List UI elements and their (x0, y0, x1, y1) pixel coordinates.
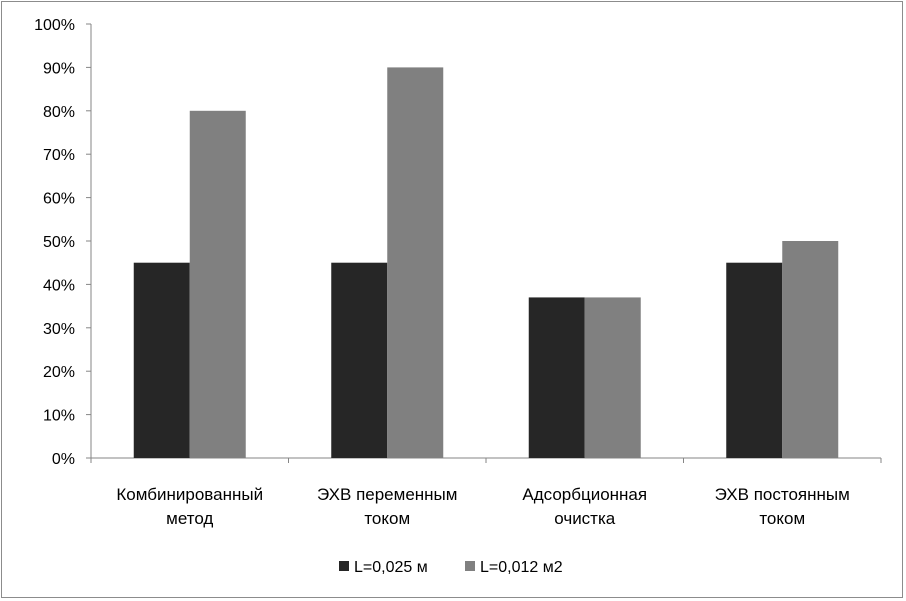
x-category-label: Комбинированный (116, 485, 263, 504)
y-axis-ticks: 0% 10% 20% 30% 40% 50% 60% 70% 80% 90% 100% (34, 17, 91, 468)
x-category-label: током (759, 509, 805, 528)
x-axis-category-labels: Комбинированный метод ЭХВ переменным током А… (90, 458, 882, 528)
legend-swatch-2 (465, 561, 475, 571)
x-category-label: ЭХВ переменным (317, 485, 457, 504)
legend-label-1: L=0,025 м (354, 559, 428, 576)
bar-2-2 (387, 67, 444, 459)
y-tick-label: 40% (43, 277, 75, 294)
bar-1-1 (133, 262, 190, 458)
legend: L=0,025 м L=0,012 м2 (339, 559, 563, 576)
y-tick-label: 80% (43, 104, 75, 121)
bar-2-1 (189, 110, 246, 459)
y-tick-label: 70% (43, 147, 75, 164)
bar-1-4 (726, 262, 783, 458)
bar-2-3 (584, 297, 641, 458)
y-tick-label: 0% (52, 451, 75, 468)
bar-1-2 (331, 262, 388, 458)
y-tick-label: 10% (43, 408, 75, 425)
x-category-label: током (364, 509, 410, 528)
y-tick-label: 100% (34, 17, 75, 34)
y-tick-label: 50% (43, 234, 75, 251)
x-category-label: Адсорбционная (522, 485, 647, 504)
bar-2-4 (782, 241, 839, 458)
y-tick-label: 20% (43, 364, 75, 381)
bar-1-3 (528, 297, 585, 458)
bars (133, 67, 839, 459)
x-category-label: очистка (554, 509, 616, 528)
legend-label-2: L=0,012 м2 (480, 559, 563, 576)
y-tick-label: 60% (43, 191, 75, 208)
x-category-label: ЭХВ постоянным (715, 485, 850, 504)
legend-swatch-1 (339, 561, 349, 571)
x-category-label: метод (166, 509, 213, 528)
y-tick-label: 30% (43, 321, 75, 338)
y-tick-label: 90% (43, 60, 75, 77)
